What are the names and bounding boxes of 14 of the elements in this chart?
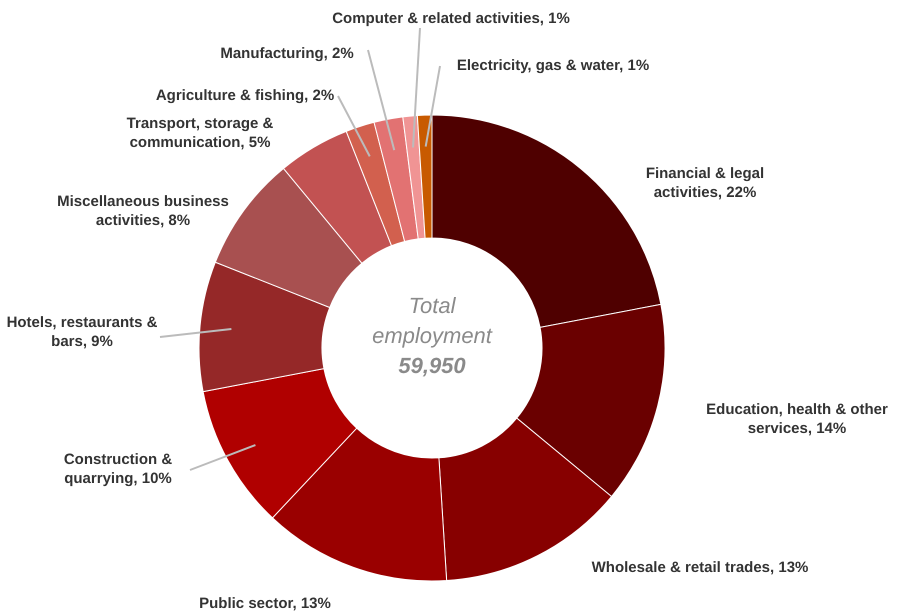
slice-label: Construction & quarrying, 10%: [64, 451, 172, 487]
text: Total employment: [372, 293, 493, 348]
slice-label: Hotels, restaurants & bars, 9%: [6, 314, 158, 350]
slice-label: Transport, storage & communication, 5%: [126, 115, 274, 151]
slice-label: Wholesale & retail trades, 13%: [592, 559, 808, 576]
slice-label: Agriculture & fishing, 2%: [156, 87, 334, 104]
slice-label: Computer & related activities, 1%: [332, 10, 570, 27]
slice-label: Manufacturing, 2%: [220, 45, 354, 62]
slice-label: Financial & legal activities, 22%: [646, 165, 764, 201]
slice-label: Education, health & other services, 14%: [706, 401, 888, 437]
slice-label: Miscellaneous business activities, 8%: [57, 193, 229, 229]
text: 59,950: [398, 353, 466, 378]
slice-label: Public sector, 13%: [199, 595, 331, 612]
slice-label: Electricity, gas & water, 1%: [456, 57, 650, 74]
